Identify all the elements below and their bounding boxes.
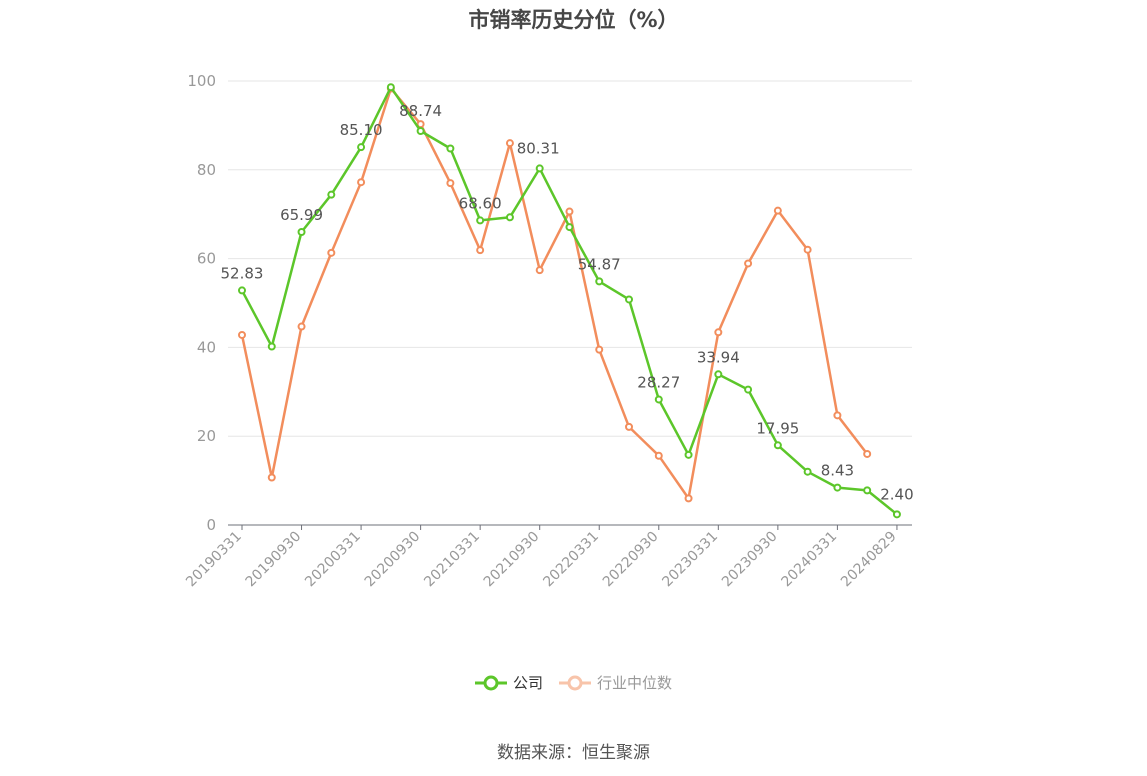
data-point	[297, 322, 306, 331]
data-label: 88.74	[399, 102, 442, 120]
data-point	[744, 385, 753, 394]
data-point	[803, 467, 812, 476]
y-tick-label: 0	[206, 516, 216, 534]
data-label: 65.99	[280, 206, 323, 224]
data-point	[714, 370, 723, 379]
data-point	[714, 328, 723, 337]
data-point	[535, 164, 544, 173]
data-label: 52.83	[221, 264, 264, 282]
series-line-1	[240, 87, 869, 500]
data-label: 33.94	[697, 348, 740, 366]
legend-marker-industry-icon	[559, 675, 591, 690]
y-tick-label: 100	[187, 72, 216, 90]
y-tick-label: 40	[197, 338, 216, 356]
data-label: 68.60	[459, 194, 502, 212]
legend-label-industry: 行业中位数	[597, 674, 673, 692]
chart-legend: 公司 行业中位数	[0, 672, 1147, 693]
data-point	[505, 139, 514, 148]
x-tick-label: 20240829	[838, 529, 900, 591]
data-point	[535, 266, 544, 275]
data-point	[476, 246, 485, 255]
source-note: 数据来源：恒生聚源	[497, 743, 650, 763]
data-point	[386, 83, 395, 92]
data-point	[863, 449, 872, 458]
data-label: 54.87	[578, 255, 621, 273]
x-tick-label: 20200331	[302, 529, 364, 591]
data-point	[863, 486, 872, 495]
legend-item-company[interactable]: 公司	[474, 672, 543, 693]
x-tick-label: 20230331	[659, 529, 721, 591]
data-point	[357, 143, 366, 152]
x-tick-label: 20190331	[183, 529, 245, 591]
x-tick-label: 20220930	[600, 529, 662, 591]
data-point	[357, 178, 366, 187]
y-tick-label: 80	[197, 161, 216, 179]
data-point	[833, 411, 842, 420]
x-tick-label: 20210930	[481, 529, 543, 591]
data-point	[654, 451, 663, 460]
series-line-0	[240, 85, 898, 516]
chart-title: 市销率历史分位（%）	[468, 8, 679, 32]
data-point	[297, 228, 306, 237]
data-point	[476, 216, 485, 225]
data-point	[565, 223, 574, 232]
data-point	[625, 422, 634, 431]
data-point	[773, 206, 782, 215]
data-point	[505, 213, 514, 222]
y-tick-label: 20	[197, 427, 216, 445]
x-tick-label: 20210331	[421, 529, 483, 591]
data-point	[446, 179, 455, 188]
data-point	[654, 395, 663, 404]
data-point	[803, 245, 812, 254]
data-point	[267, 342, 276, 351]
data-point	[327, 190, 336, 199]
x-tick-label: 20190930	[243, 529, 305, 591]
legend-label-company: 公司	[512, 674, 543, 692]
data-label: 8.43	[821, 462, 854, 480]
data-point	[595, 345, 604, 354]
data-point	[595, 277, 604, 286]
data-point	[416, 126, 425, 135]
data-point	[833, 483, 842, 492]
data-point	[684, 494, 693, 503]
data-point	[625, 295, 634, 304]
data-point	[267, 473, 276, 482]
data-label: 17.95	[756, 419, 799, 437]
legend-item-industry[interactable]: 行业中位数	[559, 672, 672, 693]
x-tick-label: 20230930	[719, 529, 781, 591]
x-tick-label: 20240331	[779, 529, 841, 591]
data-point	[744, 259, 753, 268]
data-point	[446, 144, 455, 153]
y-tick-label: 60	[197, 250, 216, 268]
data-point	[238, 330, 246, 339]
data-point	[684, 450, 693, 459]
x-tick-label: 20220331	[540, 529, 602, 591]
data-point	[565, 207, 574, 216]
data-point	[327, 248, 336, 257]
data-label: 80.31	[517, 139, 560, 157]
data-label: 28.27	[637, 373, 680, 391]
data-point	[773, 441, 782, 450]
data-point	[238, 286, 246, 295]
data-label: 85.10	[340, 121, 383, 139]
data-label: 2.40	[880, 485, 913, 503]
data-point	[892, 510, 901, 519]
legend-marker-company-icon	[474, 675, 507, 690]
x-tick-label: 20200930	[362, 529, 424, 591]
